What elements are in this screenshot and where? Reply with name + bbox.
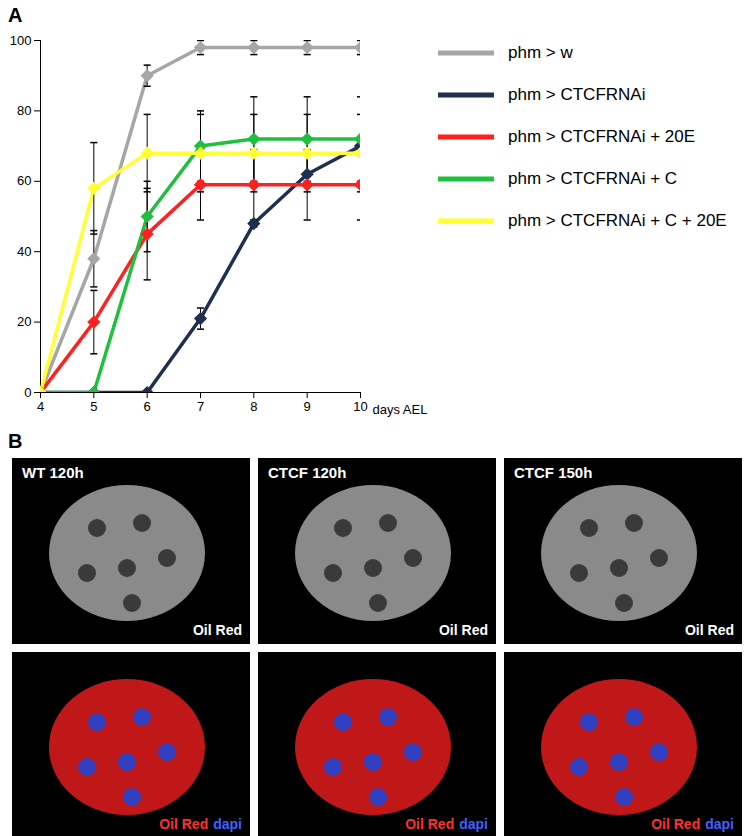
svg-text:6: 6	[144, 399, 151, 414]
html-text:phm > CTCFRNAi + 20E: phm > CTCFRNAi + 20E	[508, 127, 696, 146]
svg-text:7: 7	[197, 399, 204, 414]
svg-text:5: 5	[90, 399, 97, 414]
svg-text:0: 0	[24, 385, 31, 400]
svg-text:days AEL: days AEL	[373, 402, 428, 417]
svg-text:100: 100	[10, 33, 32, 48]
html-text:phm > CTCFRNAi: phm > CTCFRNAi	[508, 85, 646, 104]
html-text:Oil Red dapi: Oil Red dapi	[405, 816, 488, 832]
html-text:phm > w: phm > w	[508, 43, 573, 62]
html-text:Oil Red: Oil Red	[685, 622, 734, 638]
svg-text:80: 80	[17, 103, 31, 118]
svg-text:60: 60	[17, 173, 31, 188]
svg-text:20: 20	[17, 314, 31, 329]
html-text:Oil Red: Oil Red	[193, 622, 242, 638]
svg-text:8: 8	[250, 399, 257, 414]
html-text:phm > CTCFRNAi + C + 20E: phm > CTCFRNAi + C + 20E	[508, 211, 727, 230]
html-text:A: A	[8, 4, 23, 26]
html-text:phm > CTCFRNAi + C: phm > CTCFRNAi + C	[508, 169, 678, 188]
html-text:Oil Red dapi: Oil Red dapi	[651, 816, 734, 832]
html-text:CTCF 150h: CTCF 150h	[514, 464, 593, 481]
svg-text:40: 40	[17, 244, 31, 259]
html-text:WT 120h: WT 120h	[22, 464, 84, 481]
html-text:Oil Red dapi: Oil Red dapi	[159, 816, 242, 832]
html-text:B: B	[8, 430, 23, 452]
svg-text:10: 10	[353, 399, 367, 414]
svg-text:4: 4	[37, 399, 44, 414]
svg-text:9: 9	[304, 399, 311, 414]
html-text:CTCF 120h: CTCF 120h	[268, 464, 347, 481]
html-text:Oil Red: Oil Red	[439, 622, 488, 638]
